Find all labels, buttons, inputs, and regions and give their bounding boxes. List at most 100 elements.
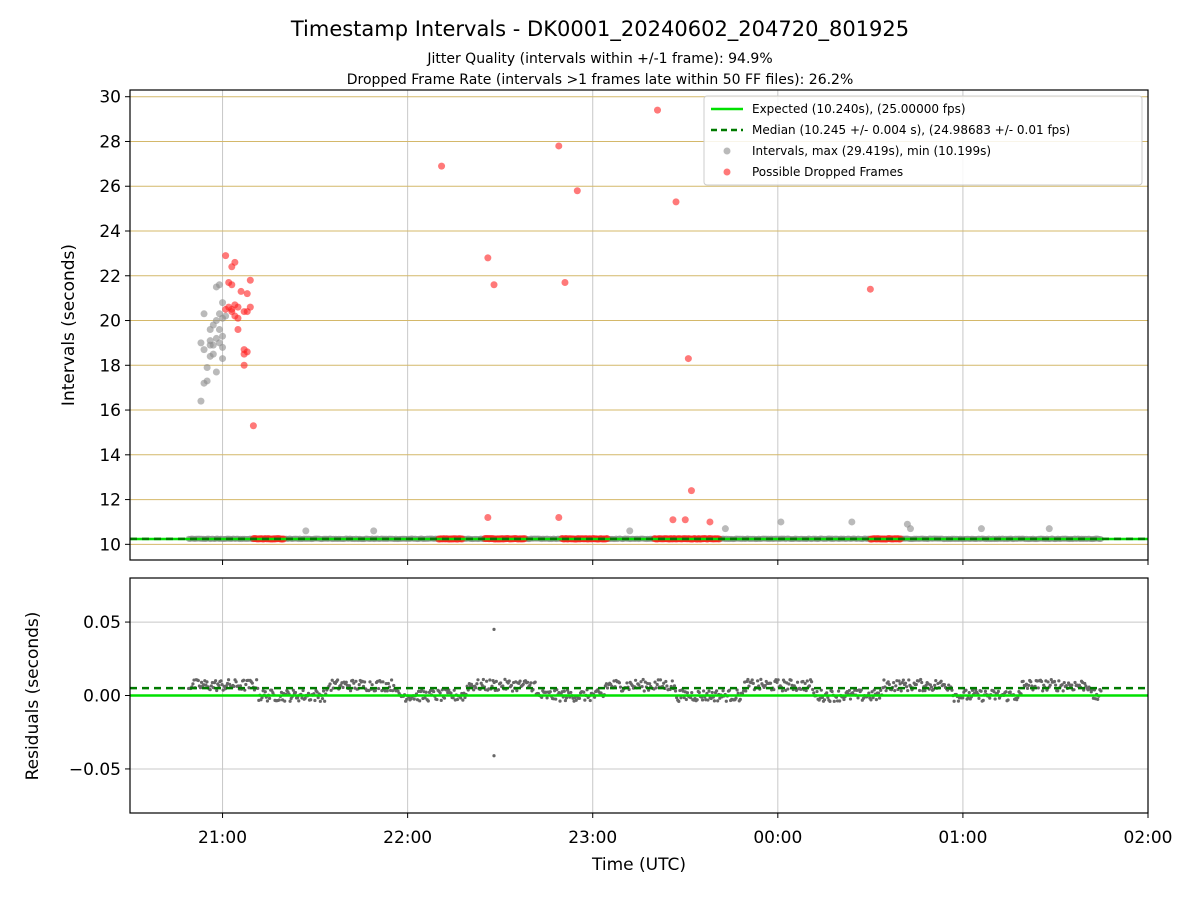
residual-point <box>655 682 659 687</box>
intervals-y-tick-label: 28 <box>99 132 121 152</box>
residual-point <box>205 680 209 684</box>
residuals-x-ticks: 21:00 22:00 23:00 00:00 01:00 02:00 <box>198 813 1173 848</box>
residual-point <box>526 680 530 684</box>
residual-point <box>313 698 317 703</box>
legend-expected-label: Expected (10.240s), (25.00000 fps) <box>752 102 966 116</box>
residual-point <box>690 690 694 695</box>
residual-point <box>744 689 748 693</box>
interval-point <box>721 525 729 533</box>
dropped-frame-point <box>669 516 677 524</box>
intervals-y-tick-label: 10 <box>99 535 121 555</box>
interval-point <box>197 397 205 405</box>
residual-point <box>518 679 522 683</box>
residual-point <box>1029 680 1033 684</box>
x-tick-label: 21:00 <box>198 828 247 848</box>
residual-point <box>368 680 372 684</box>
interval-point <box>197 339 205 347</box>
residual-point <box>558 699 562 703</box>
residual-point <box>803 681 807 686</box>
residual-point <box>689 696 693 700</box>
intervals-y-tick-label: 20 <box>99 312 121 332</box>
residual-point <box>1008 690 1012 694</box>
residual-point <box>267 696 272 701</box>
residual-point <box>215 688 219 693</box>
residual-point <box>920 680 924 685</box>
residual-point <box>727 688 732 692</box>
residual-point <box>637 683 641 687</box>
residual-point <box>894 684 898 688</box>
residual-point <box>768 681 773 685</box>
residual-point <box>219 679 223 683</box>
residuals-y-tick-label: 0.00 <box>83 687 121 707</box>
residual-point <box>574 698 578 702</box>
chart-subtitle-jitter: Jitter Quality (intervals within +/-1 fr… <box>426 51 772 67</box>
residual-point <box>377 686 381 691</box>
dropped-frame-point <box>237 287 245 295</box>
residual-point <box>316 696 320 700</box>
residual-point <box>695 698 699 702</box>
x-axis-label: Time (UTC) <box>591 855 686 875</box>
residual-point <box>577 696 582 700</box>
residual-point <box>283 699 287 703</box>
dropped-frame-point <box>243 348 251 356</box>
residual-point <box>1064 683 1069 688</box>
residual-point <box>328 682 332 686</box>
residual-point <box>510 689 515 693</box>
residual-point <box>344 680 348 684</box>
residual-point <box>1054 683 1058 687</box>
residual-point <box>370 683 374 687</box>
residual-point <box>263 690 267 694</box>
residual-point <box>347 684 352 688</box>
residual-point <box>363 680 367 684</box>
residual-point <box>293 690 298 695</box>
residual-point <box>244 682 248 687</box>
residual-point <box>496 688 501 692</box>
residual-point <box>775 680 779 684</box>
residual-point <box>869 698 873 702</box>
residual-point <box>438 691 442 695</box>
residual-point <box>917 688 922 693</box>
intervals-y-tick-label: 18 <box>99 356 121 376</box>
residual-point <box>867 691 871 695</box>
residual-point <box>297 699 301 703</box>
residual-point <box>887 682 891 687</box>
residual-point <box>658 678 663 682</box>
residual-point <box>893 689 897 693</box>
residual-point <box>288 699 292 703</box>
residual-point <box>352 681 356 685</box>
residual-point <box>488 678 492 682</box>
residual-point <box>942 683 947 687</box>
residual-point <box>214 679 218 683</box>
residual-point <box>625 681 629 685</box>
residual-point <box>961 696 965 700</box>
legend-dropped-swatch <box>723 168 731 176</box>
dropped-frame-point <box>687 487 695 495</box>
residual-point <box>529 681 533 685</box>
residual-point <box>191 682 195 686</box>
residual-point <box>381 680 385 684</box>
residual-point <box>435 697 439 702</box>
residual-point <box>1030 684 1034 688</box>
residual-point <box>562 689 566 693</box>
residual-point <box>672 684 677 688</box>
residual-point <box>260 696 264 700</box>
residual-point <box>220 682 224 687</box>
dropped-frame-point <box>234 303 242 311</box>
residual-point <box>939 679 943 683</box>
residual-point <box>265 699 270 703</box>
residual-point <box>250 681 254 685</box>
residual-point <box>838 699 842 703</box>
residual-point <box>271 691 275 695</box>
residual-point <box>763 684 767 688</box>
legend-median-label: Median (10.245 +/- 0.004 s), (24.98683 +… <box>752 123 1070 137</box>
residual-point <box>481 677 485 682</box>
dropped-frame-point <box>484 254 492 262</box>
residual-point <box>528 683 532 687</box>
residual-point <box>351 678 355 682</box>
residual-point <box>451 696 455 700</box>
residual-point <box>836 689 841 693</box>
residual-point <box>933 683 937 687</box>
residual-point <box>459 696 463 700</box>
interval-point <box>215 310 223 318</box>
residual-point <box>822 698 827 702</box>
